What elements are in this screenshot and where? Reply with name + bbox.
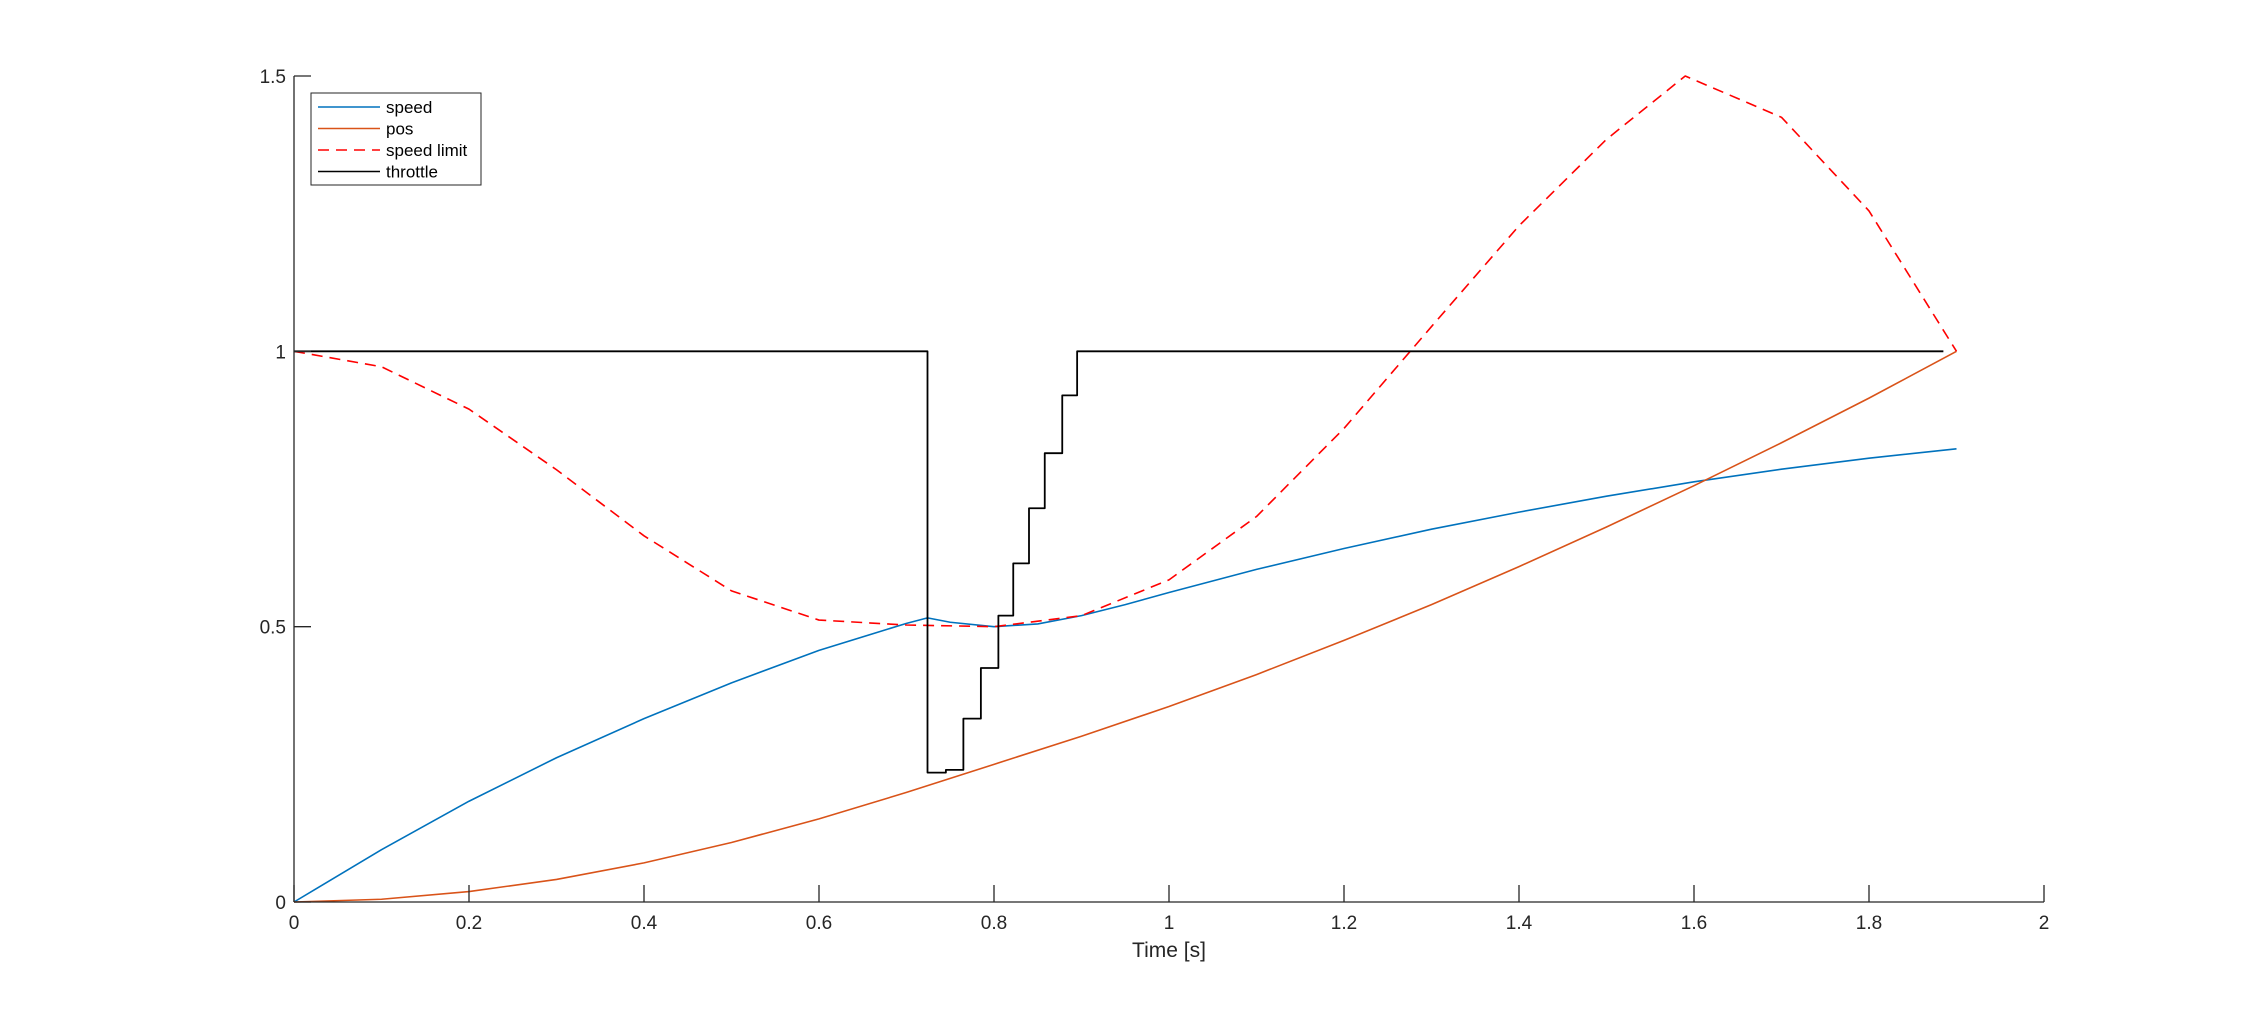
x-tick-label: 1.2 [1331, 913, 1357, 934]
x-tick-label: 0.8 [981, 913, 1007, 934]
series-line-speed-limit [293, 75, 1958, 628]
y-tick-label: 0 [275, 893, 286, 914]
series-line-speed [293, 448, 1957, 903]
plot-lines [293, 75, 1958, 903]
y-tick-label: 0.5 [260, 618, 286, 639]
y-ticks: 0 0.5 1 1.5 [260, 67, 311, 914]
legend-label: pos [386, 120, 413, 139]
x-axis-label: Time [s] [1132, 939, 1206, 962]
legend-label: speed limit [386, 141, 468, 160]
legend-box [310, 92, 482, 186]
series-line-pos [293, 350, 1957, 903]
legend-label: speed [386, 98, 432, 117]
x-tick-label: 0 [289, 913, 300, 934]
x-tick-label: 0.2 [456, 913, 482, 934]
series-line-throttle [294, 350, 1944, 774]
x-tick-label: 2 [2039, 913, 2050, 934]
axes [293, 76, 2044, 903]
x-tick-label: 0.4 [631, 913, 658, 934]
x-ticks: 0 0.2 0.4 0.6 0.8 1 1.2 1.4 1.6 1.8 2 [289, 885, 2050, 934]
legend: speed pos speed limit throttle [310, 92, 482, 186]
x-tick-label: 1.6 [1681, 913, 1707, 934]
y-tick-label: 1.5 [260, 67, 286, 88]
x-tick-label: 1.8 [1856, 913, 1882, 934]
x-tick-label: 1.4 [1506, 913, 1533, 934]
y-tick-label: 1 [275, 342, 286, 363]
legend-label: throttle [386, 163, 438, 182]
x-tick-label: 0.6 [806, 913, 832, 934]
x-tick-label: 1 [1164, 913, 1175, 934]
